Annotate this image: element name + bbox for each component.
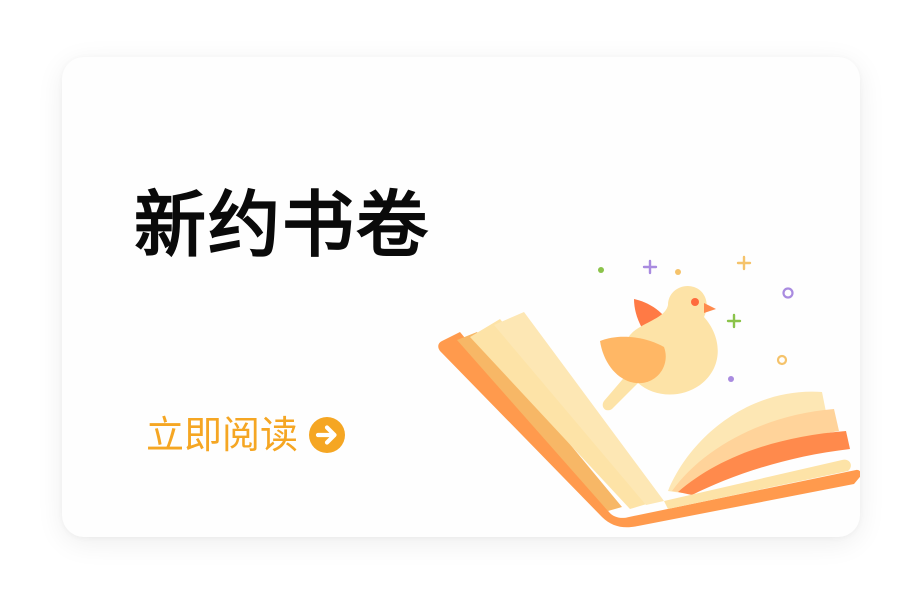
sparkle-ring <box>776 354 788 366</box>
book-right-page-accent <box>678 431 850 495</box>
open-book-illustration <box>438 255 860 528</box>
bird-illustration <box>600 285 718 411</box>
sparkle-dot <box>675 269 681 275</box>
book-left-page-back <box>457 332 622 511</box>
book-right-page-front <box>664 459 851 509</box>
book-left-page-front <box>494 312 664 505</box>
read-now-label: 立即阅读 <box>146 413 299 457</box>
sparkle-dot <box>728 376 734 382</box>
read-now-button[interactable]: 立即阅读 <box>146 411 346 459</box>
sparkle-plus <box>736 255 752 271</box>
bird-front-wing <box>600 336 666 384</box>
sparkles-decoration <box>598 255 794 382</box>
arrow-right-circle-icon <box>309 417 346 453</box>
sparkle-plus <box>726 313 742 329</box>
sparkle-ring <box>782 287 794 299</box>
card-title: 新约书卷 <box>134 183 431 267</box>
bird-beak <box>704 303 716 313</box>
book-left-page <box>470 319 650 509</box>
bird-eye <box>691 298 699 306</box>
book-card[interactable]: 新约书卷 立即阅读 <box>62 57 860 537</box>
sparkle-dot <box>598 267 604 273</box>
book-cover <box>438 332 860 528</box>
sparkle-plus <box>642 259 658 275</box>
